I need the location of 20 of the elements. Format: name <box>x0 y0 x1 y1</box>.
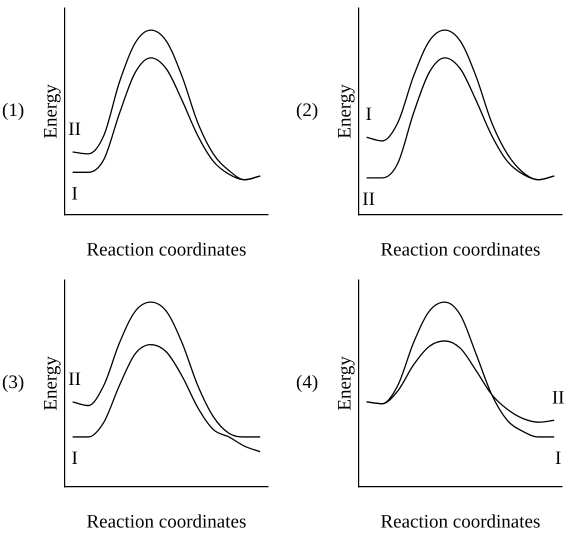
x-axis-title: Reaction coordinates <box>380 240 540 261</box>
x-axis-title: Reaction coordinates <box>86 240 246 261</box>
text: (3) <box>2 372 24 394</box>
y-axis-title: Energy <box>334 356 356 411</box>
x-axis-title: Reaction coordinates <box>86 512 246 533</box>
series-label: II <box>68 368 81 390</box>
x-axis-title: Reaction coordinates <box>380 512 540 533</box>
text: (1) <box>2 100 24 122</box>
series-label: I <box>555 448 562 469</box>
series-label: I <box>365 104 372 126</box>
text: (2) <box>296 100 318 122</box>
y-axis-title: Energy <box>334 84 356 139</box>
series-label: II <box>552 387 565 408</box>
y-axis-title: Energy <box>40 84 62 139</box>
series-label: II <box>68 119 81 140</box>
series-label: II <box>362 188 375 210</box>
text: (4) <box>296 372 318 394</box>
series-label: I <box>71 183 78 204</box>
y-axis-title: Energy <box>40 356 62 411</box>
series-label: I <box>71 448 78 469</box>
